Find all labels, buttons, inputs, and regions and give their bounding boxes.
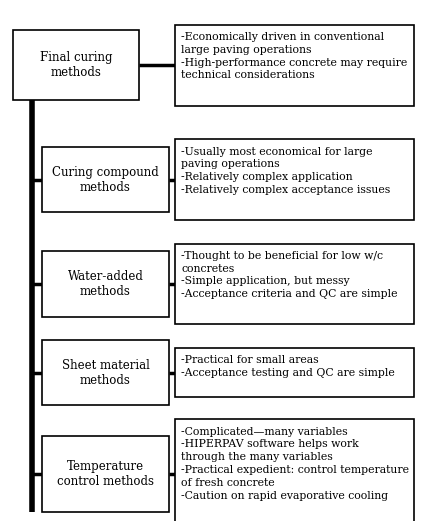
Text: Final curing
methods: Final curing methods [40, 51, 112, 79]
Text: -Thought to be beneficial for low w/c
concretes
-Simple application, but messy
-: -Thought to be beneficial for low w/c co… [181, 251, 398, 299]
FancyBboxPatch shape [13, 30, 139, 101]
Text: -Economically driven in conventional
large paving operations
-High-performance c: -Economically driven in conventional lar… [181, 32, 408, 80]
FancyBboxPatch shape [42, 437, 169, 512]
Text: -Usually most economical for large
paving operations
-Relatively complex applica: -Usually most economical for large pavin… [181, 147, 391, 195]
Text: -Practical for small areas
-Acceptance testing and QC are simple: -Practical for small areas -Acceptance t… [181, 355, 395, 378]
FancyBboxPatch shape [42, 251, 169, 316]
Text: Temperature
control methods: Temperature control methods [57, 460, 154, 488]
Text: -Complicated—many variables
-HIPERPAV software helps work
through the many varia: -Complicated—many variables -HIPERPAV so… [181, 427, 409, 501]
Text: Curing compound
methods: Curing compound methods [52, 166, 159, 194]
Text: Sheet material
methods: Sheet material methods [62, 358, 149, 387]
FancyBboxPatch shape [175, 419, 414, 521]
FancyBboxPatch shape [175, 140, 414, 220]
FancyBboxPatch shape [175, 24, 414, 105]
FancyBboxPatch shape [175, 244, 414, 324]
Text: Water-added
methods: Water-added methods [68, 270, 143, 298]
FancyBboxPatch shape [42, 340, 169, 405]
FancyBboxPatch shape [175, 348, 414, 397]
FancyBboxPatch shape [42, 147, 169, 213]
